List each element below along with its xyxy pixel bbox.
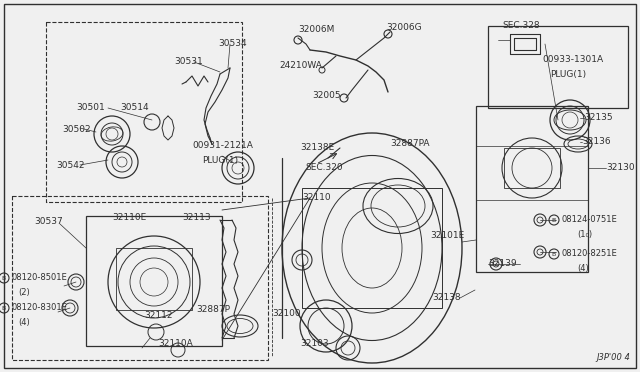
Text: J3P'00 4: J3P'00 4 [596, 353, 630, 362]
Text: 08120-8501E: 08120-8501E [12, 273, 68, 282]
Bar [46, 22, 242, 202]
Text: 32103: 32103 [300, 340, 328, 349]
Text: SEC.320: SEC.320 [305, 164, 342, 173]
Text: 32110A: 32110A [158, 340, 193, 349]
Text: 30502: 30502 [62, 125, 91, 135]
Text: 30501: 30501 [76, 103, 105, 112]
Text: (4): (4) [577, 263, 589, 273]
Text: (4): (4) [18, 317, 29, 327]
Text: 32006G: 32006G [386, 23, 422, 32]
Bar [302, 188, 442, 308]
Text: (2): (2) [18, 288, 29, 296]
Text: 30514: 30514 [120, 103, 148, 112]
Text: 30537: 30537 [34, 218, 63, 227]
Bar [116, 248, 192, 310]
Text: 32006M: 32006M [298, 26, 334, 35]
Bar [488, 26, 628, 108]
Text: 32138E: 32138E [300, 144, 334, 153]
Text: SEC.328: SEC.328 [502, 22, 540, 31]
Text: 30534: 30534 [218, 39, 246, 48]
Bar [12, 196, 268, 360]
Text: 30542: 30542 [56, 160, 84, 170]
Text: PLUG(1): PLUG(1) [550, 70, 586, 78]
Text: B: B [552, 218, 556, 222]
Text: (1₀): (1₀) [577, 230, 592, 238]
Text: 32100: 32100 [272, 310, 301, 318]
Text: 08120-8301E: 08120-8301E [12, 304, 68, 312]
Text: 32139: 32139 [488, 260, 516, 269]
Text: 00933-1301A: 00933-1301A [542, 55, 603, 64]
Text: 32005: 32005 [312, 92, 340, 100]
Text: 32887P: 32887P [196, 305, 230, 314]
Text: 32110: 32110 [302, 193, 331, 202]
Text: 32112: 32112 [144, 311, 173, 321]
Bar [504, 148, 560, 188]
Text: 08120-8251E: 08120-8251E [562, 250, 618, 259]
Bar [476, 106, 588, 272]
Text: B: B [2, 276, 6, 280]
Text: 08124-0751E: 08124-0751E [562, 215, 618, 224]
Text: 32101E: 32101E [430, 231, 464, 241]
Text: 32110E: 32110E [112, 214, 147, 222]
Text: 32138: 32138 [432, 294, 461, 302]
Text: B: B [552, 251, 556, 257]
Text: 32887PA: 32887PA [390, 140, 429, 148]
Text: 24210WA: 24210WA [279, 61, 322, 70]
Text: B: B [2, 305, 6, 311]
Text: 30531: 30531 [174, 58, 203, 67]
Bar [86, 216, 222, 346]
Text: 32130: 32130 [606, 164, 635, 173]
Text: 32135: 32135 [584, 113, 612, 122]
Text: 00931-2121A: 00931-2121A [192, 141, 253, 151]
Text: 32136: 32136 [582, 138, 611, 147]
Text: 32113: 32113 [182, 214, 211, 222]
Text: PLUG(1): PLUG(1) [202, 155, 238, 164]
